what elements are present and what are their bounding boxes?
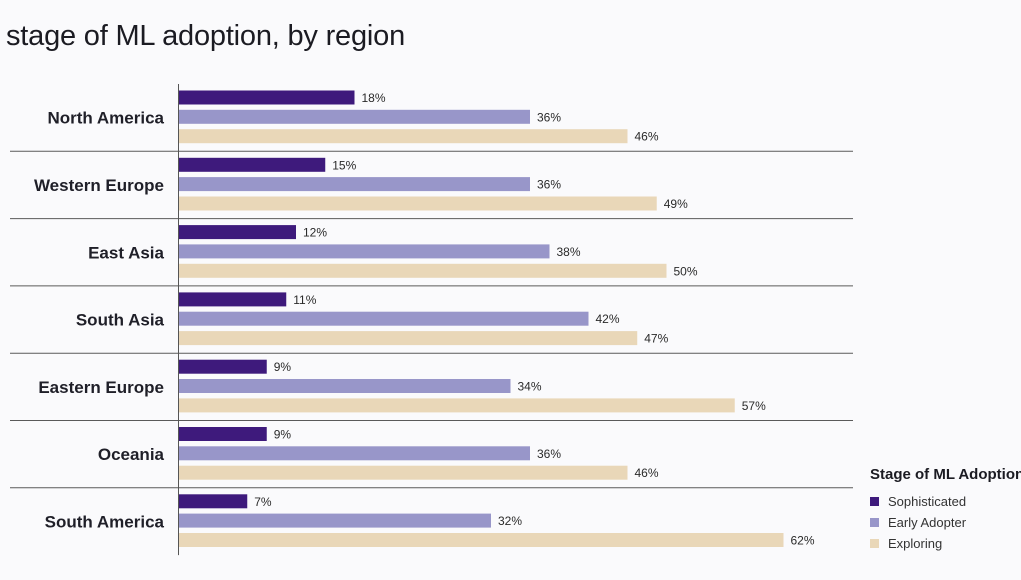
bar-south-america-sophisticated xyxy=(179,494,248,509)
data-label-east-asia-sophisticated: 12% xyxy=(303,226,327,240)
bar-south-america-early-adopter xyxy=(179,513,491,528)
data-label-western-europe-early-adopter: 36% xyxy=(537,178,561,192)
bar-east-asia-sophisticated xyxy=(179,225,296,240)
bar-south-asia-early-adopter xyxy=(179,311,589,326)
bar-western-europe-early-adopter xyxy=(179,177,530,192)
category-label-eastern-europe: Eastern Europe xyxy=(38,378,164,397)
legend: Stage of ML Adoption Sophisticated Early… xyxy=(870,466,1021,554)
category-label-western-europe: Western Europe xyxy=(34,176,164,195)
legend-label-early-adopter: Early Adopter xyxy=(888,515,967,530)
bar-north-america-early-adopter xyxy=(179,109,530,124)
bar-north-america-exploring xyxy=(179,129,628,144)
data-label-south-america-exploring: 62% xyxy=(791,534,815,548)
data-label-north-america-sophisticated: 18% xyxy=(362,91,386,105)
data-label-east-asia-early-adopter: 38% xyxy=(557,245,581,259)
data-label-western-europe-sophisticated: 15% xyxy=(332,158,356,172)
data-label-north-america-exploring: 46% xyxy=(635,130,659,144)
legend-label-exploring: Exploring xyxy=(888,536,943,551)
bar-north-america-sophisticated xyxy=(179,90,355,105)
bar-eastern-europe-early-adopter xyxy=(179,379,511,393)
data-label-south-america-early-adopter: 32% xyxy=(498,514,522,528)
data-label-east-asia-exploring: 50% xyxy=(674,264,698,278)
legend-item-early-adopter: Early Adopter xyxy=(870,512,1020,533)
bar-oceania-early-adopter xyxy=(179,446,530,461)
category-label-east-asia: East Asia xyxy=(88,243,164,262)
category-label-north-america: North America xyxy=(47,109,164,128)
legend-swatch-sophisticated xyxy=(870,497,879,506)
bar-oceania-exploring xyxy=(179,465,628,480)
bar-eastern-europe-exploring xyxy=(179,398,735,413)
data-label-south-asia-sophisticated: 11% xyxy=(293,293,316,307)
bar-east-asia-exploring xyxy=(179,263,667,278)
bar-south-asia-sophisticated xyxy=(179,292,287,307)
legend-swatch-exploring xyxy=(870,539,879,548)
data-label-north-america-early-adopter: 36% xyxy=(537,110,561,124)
bar-oceania-sophisticated xyxy=(179,427,267,441)
data-label-eastern-europe-sophisticated: 9% xyxy=(274,360,292,374)
chart-title: stage of ML adoption, by region xyxy=(6,20,405,52)
data-label-eastern-europe-early-adopter: 34% xyxy=(518,380,542,394)
data-label-south-asia-early-adopter: 42% xyxy=(596,312,620,326)
category-label-south-asia: South Asia xyxy=(76,311,165,330)
legend-swatch-early-adopter xyxy=(870,518,879,527)
data-label-oceania-sophisticated: 9% xyxy=(274,428,292,442)
data-label-oceania-exploring: 46% xyxy=(635,466,659,480)
legend-item-exploring: Exploring xyxy=(870,533,1020,554)
bar-south-america-exploring xyxy=(179,533,784,547)
data-label-south-asia-exploring: 47% xyxy=(644,332,668,346)
bar-western-europe-exploring xyxy=(179,196,657,211)
legend-label-sophisticated: Sophisticated xyxy=(888,494,967,509)
legend-item-sophisticated: Sophisticated xyxy=(870,491,1020,512)
legend-title: Stage of ML Adoption xyxy=(870,466,1021,483)
bar-south-asia-exploring xyxy=(179,331,638,346)
bar-eastern-europe-sophisticated xyxy=(179,359,267,374)
data-label-western-europe-exploring: 49% xyxy=(664,197,688,211)
category-label-south-america: South America xyxy=(45,512,165,531)
bar-western-europe-sophisticated xyxy=(179,157,326,172)
data-label-eastern-europe-exploring: 57% xyxy=(742,399,766,413)
category-label-oceania: Oceania xyxy=(98,445,165,464)
data-label-south-america-sophisticated: 7% xyxy=(254,495,272,509)
bar-east-asia-early-adopter xyxy=(179,244,550,259)
data-label-oceania-early-adopter: 36% xyxy=(537,447,561,461)
